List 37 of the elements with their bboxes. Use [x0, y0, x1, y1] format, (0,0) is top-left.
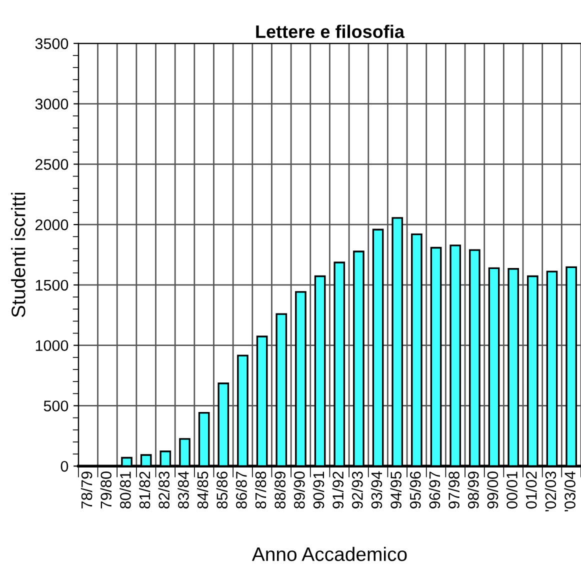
x-tick-label: 85/86 — [216, 472, 228, 509]
x-tick-label: 82/83 — [158, 472, 170, 509]
y-axis-title: Studenti iscritti — [11, 192, 26, 318]
x-tick-label: 92/93 — [352, 472, 363, 508]
x-tick-label: 98/99 — [468, 472, 479, 508]
x-tick-label: 00/01 — [506, 472, 518, 509]
x-tick-label: 96/97 — [428, 472, 440, 508]
x-tick-label: 83/84 — [178, 471, 189, 509]
x-tick-label: '02/03 — [544, 472, 556, 512]
y-tick-label: 1500 — [36, 280, 68, 291]
x-tick-label: 86/87 — [236, 472, 247, 509]
y-tick-label: 500 — [44, 400, 68, 412]
x-tick-label: 99/00 — [486, 472, 498, 508]
x-tick-label: 91/92 — [332, 472, 344, 508]
x-tick-label: 84/85 — [196, 472, 208, 509]
chart-title: Lettere e filosofia — [256, 24, 405, 38]
y-tick-label: 1000 — [36, 340, 68, 352]
x-tick-label: 93/94 — [370, 471, 382, 508]
x-tick-label: 97/98 — [448, 472, 460, 508]
x-tick-label: 95/96 — [410, 472, 421, 508]
x-tick-label: 89/90 — [294, 472, 305, 509]
x-tick-label: 79/80 — [100, 472, 112, 508]
x-tick-label: 87/88 — [254, 472, 266, 509]
y-tick-label: 0 — [60, 460, 68, 472]
y-tick-label: 2500 — [36, 159, 68, 170]
x-tick-label: '03/04 — [564, 471, 576, 512]
x-tick-label: 01/02 — [526, 472, 537, 509]
x-tick-label: 78/79 — [80, 472, 92, 508]
x-tick-label: 81/82 — [138, 472, 150, 509]
x-axis-title: Anno Accademico — [252, 546, 407, 562]
x-tick-label: 88/89 — [274, 472, 286, 509]
x-tick-label: 90/91 — [312, 472, 324, 508]
x-tick-label: 80/81 — [120, 472, 131, 509]
y-tick-label: 3000 — [35, 98, 68, 110]
y-tick-label: 2000 — [36, 219, 68, 230]
x-tick-label: 94/95 — [390, 472, 402, 508]
y-tick-label: 3500 — [35, 38, 68, 50]
